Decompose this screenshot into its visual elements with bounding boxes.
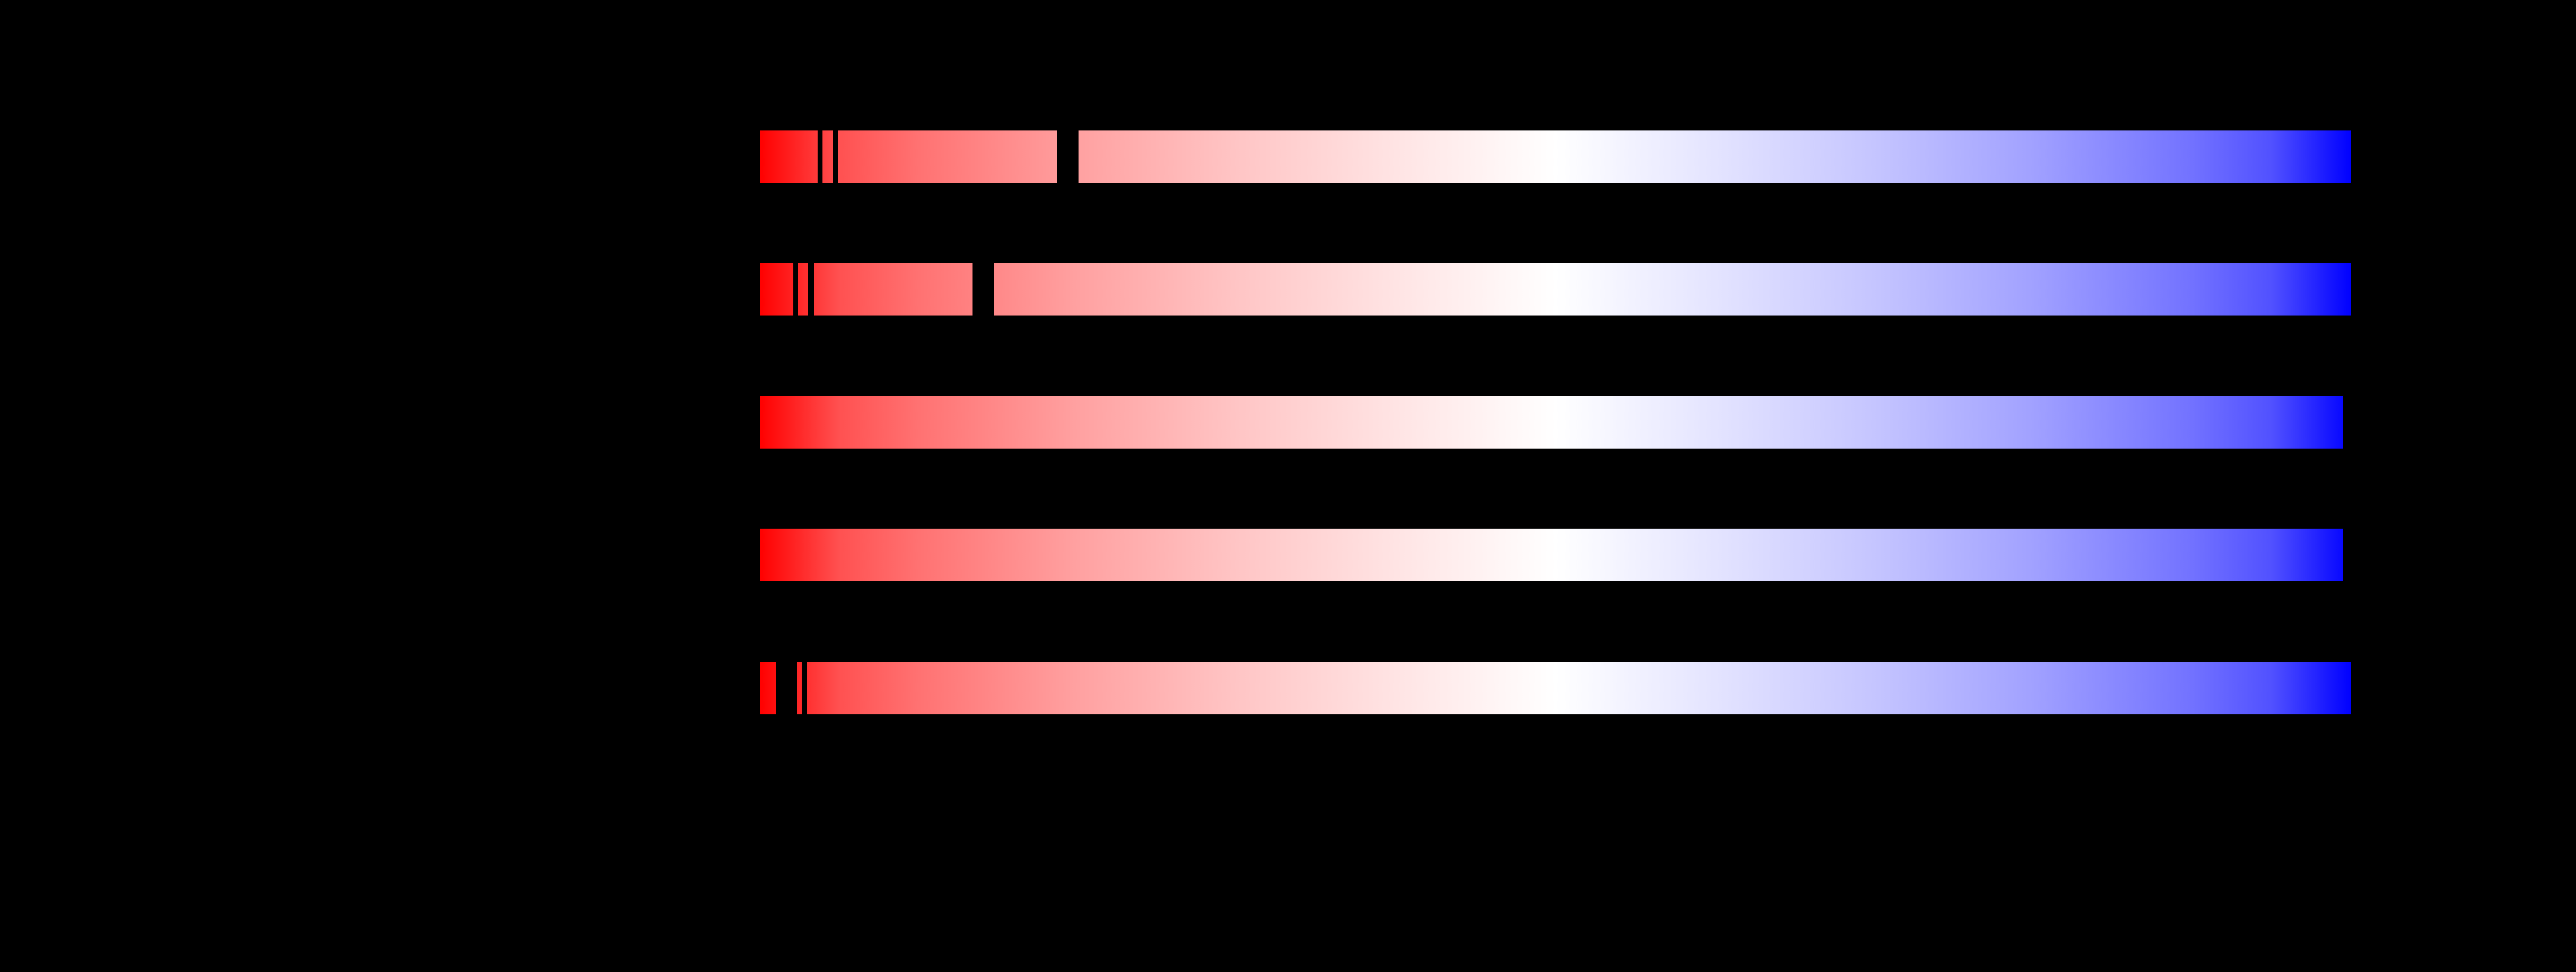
gradient-bar-row-2-segment-4 — [994, 263, 2351, 316]
gradient-bar-row-5-segment-1 — [760, 662, 776, 714]
gradient-bar-row-2-segment-2 — [798, 263, 808, 316]
gradient-bar-row-5-segment-3 — [807, 662, 2351, 714]
gradient-bar-row-2-segment-3 — [814, 263, 972, 316]
gradient-bar-row-1-segment-1 — [760, 130, 818, 183]
gradient-bar-row-3-segment-1 — [760, 396, 2343, 449]
gradient-bar-row-1-segment-4 — [1079, 130, 2351, 183]
gradient-bar-row-5-segment-2 — [797, 662, 802, 714]
gradient-bar-row-1-segment-2 — [822, 130, 833, 183]
gradient-bar-row-1-segment-3 — [838, 130, 1057, 183]
gradient-bar-row-4-segment-1 — [760, 529, 2343, 581]
gradient-bar-row-2-segment-1 — [760, 263, 793, 316]
